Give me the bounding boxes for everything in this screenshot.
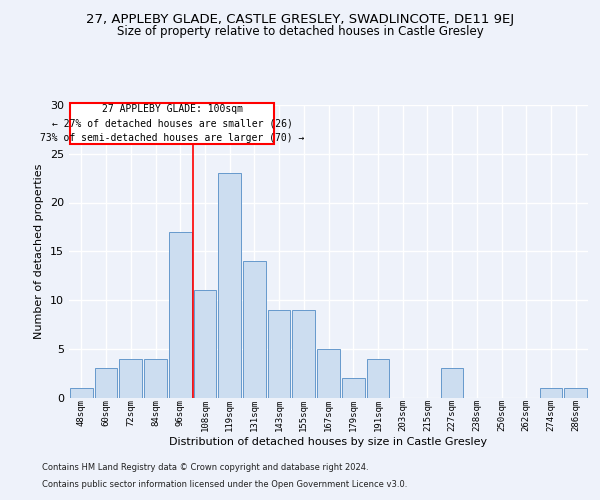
- Text: Size of property relative to detached houses in Castle Gresley: Size of property relative to detached ho…: [116, 25, 484, 38]
- Bar: [539, 388, 562, 398]
- Bar: [564, 388, 587, 398]
- Bar: [70, 103, 274, 144]
- Bar: [367, 358, 389, 398]
- Text: Contains public sector information licensed under the Open Government Licence v3: Contains public sector information licen…: [42, 480, 407, 489]
- Bar: [95, 368, 118, 398]
- Bar: [218, 174, 241, 398]
- Y-axis label: Number of detached properties: Number of detached properties: [34, 164, 44, 339]
- Text: 27 APPLEBY GLADE: 100sqm
← 27% of detached houses are smaller (26)
73% of semi-d: 27 APPLEBY GLADE: 100sqm ← 27% of detach…: [40, 104, 304, 144]
- Bar: [169, 232, 191, 398]
- Bar: [194, 290, 216, 398]
- Bar: [70, 388, 93, 398]
- Bar: [268, 310, 290, 398]
- X-axis label: Distribution of detached houses by size in Castle Gresley: Distribution of detached houses by size …: [169, 436, 488, 446]
- Text: Contains HM Land Registry data © Crown copyright and database right 2024.: Contains HM Land Registry data © Crown c…: [42, 464, 368, 472]
- Bar: [441, 368, 463, 398]
- Bar: [317, 349, 340, 398]
- Bar: [119, 358, 142, 398]
- Text: 27, APPLEBY GLADE, CASTLE GRESLEY, SWADLINCOTE, DE11 9EJ: 27, APPLEBY GLADE, CASTLE GRESLEY, SWADL…: [86, 12, 514, 26]
- Bar: [342, 378, 365, 398]
- Bar: [292, 310, 315, 398]
- Bar: [144, 358, 167, 398]
- Bar: [243, 261, 266, 398]
